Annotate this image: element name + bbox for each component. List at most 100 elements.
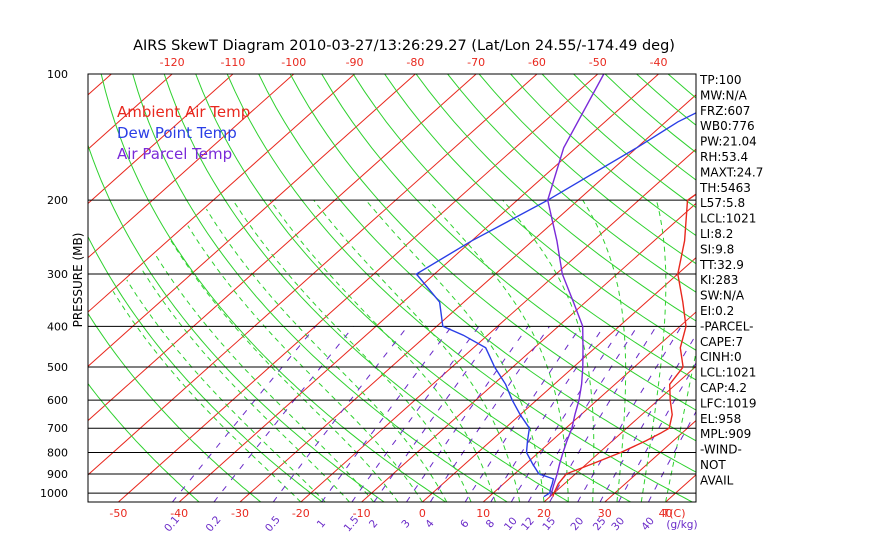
isotherm-line [0,74,51,502]
moist-adiabat-line [502,199,595,502]
dry-adiabat-line [384,74,696,351]
mixing-ratio-label: 12 [519,515,537,533]
dry-adiabat-line [415,74,696,322]
moist-adiabat-line [365,199,545,502]
x-axis-label: T(C) [662,507,686,520]
moist-adiabat-line [187,225,423,502]
index-entry: MPL:909 [700,427,751,441]
mixing-ratio-line [527,326,638,502]
bottom-temp-tick: 40 [659,507,673,520]
chart-title: AIRS SkewT Diagram 2010-03-27/13:26:29.2… [133,38,675,54]
dry-adiabat-line [163,74,570,502]
moist-adiabat-line [428,199,569,502]
dry-adiabat-line [763,74,870,502]
pressure-tick-label: 800 [47,447,68,460]
mixing-ratio-line [510,326,623,502]
index-entry: CAPE:7 [700,335,743,349]
index-entry: TH:5463 [699,181,751,195]
index-entry: FRZ:607 [700,104,750,118]
mixing-ratio-line [213,325,354,502]
mixing-ratio-label: 8 [484,518,497,531]
isotherm-line [787,74,870,502]
isotherm-line [88,74,234,205]
index-entry: LCL:1021 [700,366,756,380]
moist-adiabat-line [269,199,496,502]
isotherm-line [118,74,599,502]
index-entry: SW:N/A [700,289,745,303]
isotherm-line [88,74,355,313]
moist-adiabat-line [640,200,667,502]
plot-frame [87,73,697,503]
index-entry: WB0:776 [700,119,755,133]
index-entry: MAXT:24.7 [700,165,763,179]
isotherm-line [88,74,173,150]
index-entry: -PARCEL- [700,319,754,333]
moist-adiabat-line [205,208,448,502]
index-entry: TP:100 [699,73,742,87]
dry-adiabat-line [195,74,631,502]
mixing-ratio-label: 4 [423,517,437,530]
pressure-tick-label: 200 [47,194,68,207]
mixing-ratio-label: 6 [458,517,472,530]
sounding-curves [415,74,696,498]
mixing-ratio-label: 30 [609,515,627,533]
moist-adiabat-line [155,254,375,502]
chart-legend: Ambient Air Temp Dew Point Temp Air Parcel… [117,103,250,163]
isotherm-line [543,365,696,502]
legend-entry: Air Parcel Temp [117,145,232,163]
top-temp-tick: -60 [528,56,546,69]
pressure-tick-label: 400 [47,320,68,333]
pressure-tick-label: 100 [47,68,68,81]
mixing-ratio-label: 3 [399,518,412,531]
moist-adiabat-line [313,199,521,502]
top-temp-tick: -70 [467,56,485,69]
pressure-tick-label: 500 [47,361,68,374]
mixing-ratio-label: 0.2 [204,514,224,535]
index-entry: PW:21.04 [700,135,757,149]
dry-adiabat-line [100,74,446,502]
mixing-ratio-line [373,326,500,502]
dry-adiabat-line [478,74,696,265]
index-entry: LI:8.2 [700,227,733,241]
mixing-ratio-line [429,326,550,502]
dry-adiabat-line [88,143,385,502]
dry-adiabat-line [88,382,200,502]
background-grid [0,74,870,502]
dry-adiabat-line [857,74,870,502]
index-entry: LCL:1021 [700,212,756,226]
dry-adiabat-line [258,74,696,473]
isotherm-line [88,74,477,422]
top-temp-tick: -80 [406,56,424,69]
bottom-temp-tick: -30 [231,507,249,520]
pressure-tick-label: 300 [47,268,68,281]
index-entry: -WIND- [700,443,742,457]
mixing-ratio-label: 1 [315,518,328,531]
bottom-temp-tick: 10 [476,507,490,520]
top-temp-tick: -90 [346,56,364,69]
mixing-ratio-line [405,326,529,502]
mixing-ratio-line [577,326,682,502]
dry-adiabat-line [88,235,323,502]
mixing-ratio-line [549,326,657,502]
pressure-isobars [88,199,696,494]
dry-adiabat-line [132,74,508,502]
index-entry: EL:958 [700,412,741,426]
pressure-tick-label: 700 [47,422,68,435]
top-temp-tick: -110 [220,56,245,69]
index-entry: L57:5.8 [700,196,745,210]
isotherm-line [88,74,416,367]
index-entry: AVAIL [700,473,734,487]
index-entry: CAP:4.2 [700,381,747,395]
moist-adiabat-line [232,199,472,502]
index-entry: LFC:1019 [700,396,757,410]
index-entry: CINH:0 [700,350,742,364]
isotherm-line [88,74,295,259]
bottom-temp-tick: 30 [598,507,612,520]
isotherm-line [239,94,696,502]
isotherm-line [422,257,696,502]
pressure-tick-label: 1000 [40,487,68,500]
dry-adiabat-line [88,312,262,502]
legend-entry: Ambient Air Temp [117,103,250,121]
bottom-temp-tick: 0 [419,507,426,520]
